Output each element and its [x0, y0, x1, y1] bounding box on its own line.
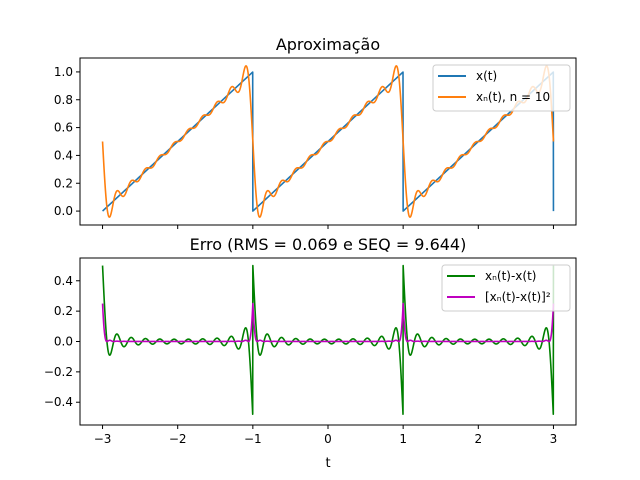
y-tick-label: 0.6	[54, 121, 73, 135]
x-tick-label: −3	[94, 432, 112, 446]
approximation-subplot: Aproximação 0.0 0.2 0.4 0.6 0.8 1.0 x(t) xₙ(t…	[54, 35, 577, 229]
legend-label-xn: xₙ(t), n = 10	[476, 90, 550, 104]
approximation-legend: x(t) xₙ(t), n = 10	[432, 64, 571, 112]
y-tick-label: −0.2	[44, 365, 73, 379]
error-legend: xₙ(t)-x(t) [xₙ(t)-x(t)]²	[441, 264, 571, 312]
y-tick-label: 0.4	[54, 274, 73, 288]
x-tick-label: 0	[324, 432, 332, 446]
legend-box	[432, 64, 571, 112]
legend-label-squared-error: [xₙ(t)-x(t)]²	[485, 290, 551, 304]
x-tick-label: 3	[550, 432, 558, 446]
y-tick-label: 0.0	[54, 204, 73, 218]
x-tick-label: 2	[474, 432, 482, 446]
error-title: Erro (RMS = 0.069 e SEQ = 9.644)	[190, 235, 467, 254]
approximation-series	[101, 65, 555, 218]
x-tick-label: −2	[169, 432, 187, 446]
series-line-1	[101, 302, 555, 343]
error-series	[101, 264, 555, 416]
error-x-axis-label: t	[325, 456, 330, 471]
y-tick-label: 0.2	[54, 176, 73, 190]
legend-label-error: xₙ(t)-x(t)	[485, 269, 536, 283]
y-tick-label: −0.4	[44, 395, 73, 409]
approximation-title: Aproximação	[276, 35, 380, 54]
x-tick-label: 1	[399, 432, 407, 446]
series-line-1	[101, 65, 555, 218]
y-tick-label: 0.0	[54, 335, 73, 349]
error-axes-frame	[79, 257, 577, 426]
y-tick-label: 0.4	[54, 148, 73, 162]
y-tick-label: 0.8	[54, 93, 73, 107]
approximation-x-ticks	[102, 225, 554, 229]
error-subplot: Erro (RMS = 0.069 e SEQ = 9.644) −0.4−0.…	[44, 235, 577, 471]
error-x-ticks: −3 −2 −1 0 1 2 3	[94, 425, 558, 446]
y-tick-label: 1.0	[54, 65, 73, 79]
approximation-y-ticks: 0.0 0.2 0.4 0.6 0.8 1.0	[54, 65, 80, 218]
legend-label-x: x(t)	[476, 69, 497, 83]
y-tick-label: 0.2	[54, 304, 73, 318]
x-tick-label: −1	[244, 432, 262, 446]
error-y-ticks: −0.4 −0.2 0.0 0.2 0.4	[44, 274, 80, 409]
approximation-axes-frame	[79, 57, 577, 226]
